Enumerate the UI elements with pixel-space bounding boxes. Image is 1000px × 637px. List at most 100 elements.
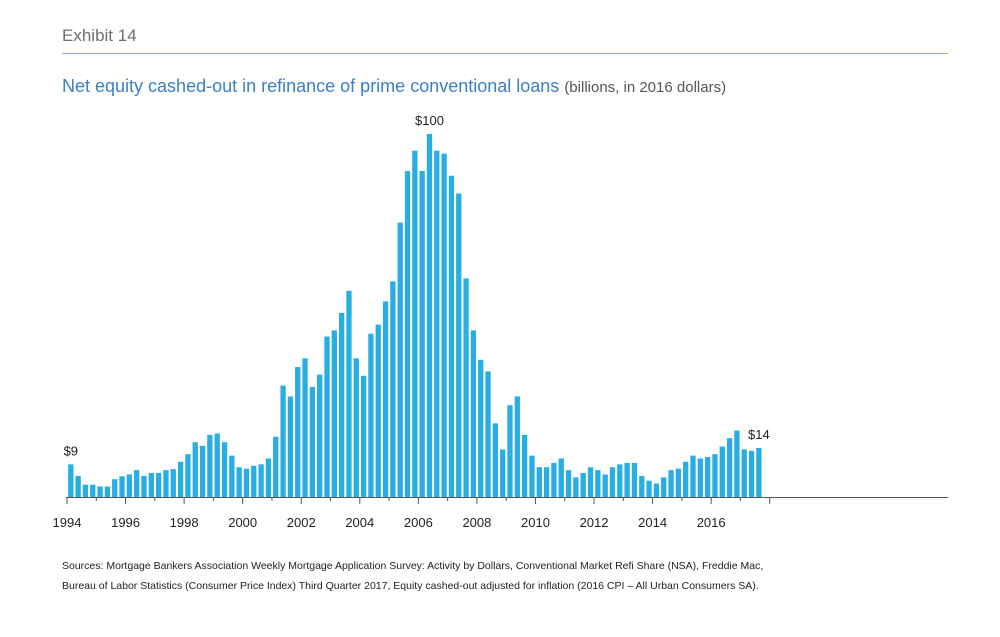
bar: [726, 438, 733, 497]
bar: [558, 458, 564, 497]
data-label: $14: [748, 427, 770, 442]
bar: [426, 134, 433, 497]
x-tick-label: 2012: [580, 515, 609, 530]
bar: [207, 434, 213, 497]
bar: [243, 468, 250, 497]
bar: [199, 445, 206, 497]
bar: [507, 405, 513, 497]
bar: [338, 312, 345, 497]
bar: [82, 484, 89, 497]
bar: [75, 475, 81, 497]
bar: [478, 359, 484, 497]
bar: [456, 193, 462, 497]
bar: [324, 336, 330, 497]
bar: [265, 458, 272, 497]
bar: [229, 455, 235, 497]
bar: [68, 464, 74, 497]
bar: [141, 475, 147, 497]
bar: [470, 330, 477, 497]
bar: [404, 171, 411, 497]
bar: [529, 455, 535, 497]
x-tick-label: 2002: [287, 515, 316, 530]
header-divider: [62, 53, 948, 54]
bar: [536, 467, 542, 497]
bar: [653, 483, 660, 497]
bar: [617, 464, 623, 497]
bar: [492, 423, 499, 497]
bar: [258, 464, 264, 497]
bar: [221, 442, 228, 497]
exhibit-label: Exhibit 14: [62, 26, 137, 45]
bar: [397, 222, 403, 497]
bar: [434, 150, 440, 497]
bar: [741, 449, 747, 497]
x-tick-label: 1996: [111, 515, 140, 530]
bar: [565, 470, 572, 497]
x-tick-label: 2008: [462, 515, 491, 530]
bar: [119, 476, 125, 497]
bar: [295, 367, 301, 497]
bar: [661, 477, 667, 497]
bar: [236, 467, 242, 497]
x-tick-label: 2006: [404, 515, 433, 530]
bar: [543, 467, 550, 497]
bar: [712, 454, 718, 497]
bar: [148, 473, 154, 497]
bar: [485, 371, 491, 497]
bar: [639, 475, 645, 497]
bar: [602, 474, 608, 497]
x-tick-label: 2016: [697, 515, 726, 530]
bar: [287, 396, 294, 497]
bar: [331, 330, 337, 497]
bar: [163, 470, 169, 497]
x-tick-label: 1998: [170, 515, 199, 530]
bar: [104, 486, 111, 497]
bar: [273, 436, 279, 497]
bar: [756, 448, 762, 497]
bar: [624, 462, 630, 497]
data-label: $100: [415, 113, 444, 128]
bar: [177, 461, 184, 497]
bar: [514, 396, 520, 497]
bar-chart: 1994 1996 1998 2000 2002 2004 2006 2008 2010 2012…: [53, 113, 948, 530]
bar: [346, 290, 352, 497]
bar: [697, 458, 703, 497]
bar: [251, 465, 257, 497]
bar: [683, 461, 689, 497]
bar: [368, 333, 374, 497]
bar: [609, 467, 616, 497]
bar: [375, 324, 381, 497]
sources-note: Sources: Mortgage Bankers Association We…: [62, 556, 942, 596]
data-label: $9: [64, 443, 78, 458]
bar: [90, 484, 96, 497]
x-tick-label: 2004: [345, 515, 374, 530]
bar: [280, 385, 286, 497]
bar: [155, 473, 162, 497]
bar: [463, 278, 469, 497]
bar: [353, 358, 359, 497]
bar: [704, 457, 711, 497]
bar: [390, 281, 396, 497]
bar: [587, 467, 594, 497]
bar: [448, 175, 455, 497]
bar: [690, 455, 696, 497]
bar: [573, 477, 579, 497]
x-tick-label: 1994: [53, 515, 82, 530]
bar: [214, 433, 220, 497]
bar: [192, 442, 198, 497]
sources-line-2: Bureau of Labor Statistics (Consumer Pri…: [62, 580, 759, 592]
bar: [646, 480, 652, 498]
chart-subtitle: (billions, in 2016 dollars): [564, 79, 727, 96]
x-tick-label: 2010: [521, 515, 550, 530]
bar: [734, 430, 740, 497]
x-tick-label: 2000: [228, 515, 257, 530]
bar: [134, 470, 140, 497]
bar: [97, 486, 103, 497]
bar: [317, 374, 323, 497]
sources-line-1: Sources: Mortgage Bankers Association We…: [62, 560, 764, 572]
bar: [309, 387, 316, 497]
bar: [580, 473, 586, 497]
bar: [748, 450, 755, 497]
bar: [668, 470, 674, 497]
bar: [595, 470, 601, 497]
